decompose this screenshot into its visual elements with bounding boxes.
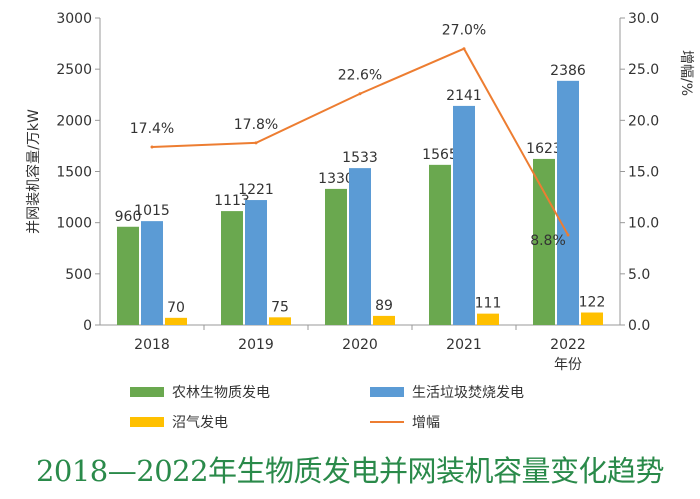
bar-value-label: 1330 (318, 171, 354, 187)
bar (557, 80, 579, 325)
legend-label: 沼气发电 (172, 415, 228, 431)
growth-value-label: 27.0% (442, 23, 486, 39)
growth-point (358, 92, 362, 96)
right-tick-label: 25.0 (628, 62, 659, 78)
bar-value-label: 2141 (446, 88, 482, 104)
bar (429, 164, 451, 325)
figure-caption: 2018—2022年生物质发电并网装机容量变化趋势 (35, 454, 665, 488)
bar (165, 317, 187, 325)
x-tick-label: 2018 (134, 337, 170, 353)
bar (221, 211, 243, 325)
legend-swatch (370, 387, 404, 397)
bar (349, 168, 371, 325)
right-tick-label: 5.0 (628, 267, 650, 283)
left-tick-label: 2500 (56, 62, 92, 78)
legend-swatch (130, 387, 164, 397)
growth-point (150, 145, 154, 149)
left-tick-label: 2000 (56, 113, 92, 129)
x-tick-label: 2022 (550, 337, 586, 353)
bar-value-label: 122 (579, 295, 606, 311)
bar (373, 315, 395, 325)
y-axis-title-left: 并网装机容量/万kW (25, 109, 42, 234)
bar-value-label: 2386 (550, 63, 586, 79)
bar (477, 313, 499, 325)
bar (245, 200, 267, 325)
bar-value-label: 1015 (134, 203, 170, 219)
x-tick-label: 2021 (446, 337, 482, 353)
x-unit-label: 年份 (554, 357, 582, 373)
bar-value-label: 1565 (422, 147, 458, 163)
bar (453, 105, 475, 326)
bar-value-label: 89 (375, 298, 393, 314)
bar-value-label: 1623 (526, 141, 562, 157)
legend-label: 增幅 (412, 415, 440, 431)
left-tick-label: 500 (65, 267, 92, 283)
bar-value-label: 1221 (238, 182, 274, 198)
growth-value-label: 22.6% (338, 68, 382, 84)
legend-label: 生活垃圾焚烧发电 (412, 385, 524, 401)
right-tick-label: 15.0 (628, 165, 659, 181)
growth-point (254, 141, 258, 145)
left-tick-label: 1000 (56, 216, 92, 232)
bar-value-label: 111 (475, 296, 502, 312)
bar-value-label: 1533 (342, 150, 378, 166)
x-tick-label: 2019 (238, 337, 274, 353)
growth-value-label: 17.8% (234, 117, 278, 133)
bar (581, 312, 603, 325)
bar-value-label: 1113 (214, 193, 250, 209)
bar-value-label: 960 (115, 209, 142, 225)
left-tick-label: 3000 (56, 11, 92, 27)
bar (325, 188, 347, 325)
right-tick-label: 10.0 (628, 216, 659, 232)
bar (269, 317, 291, 325)
bar (117, 226, 139, 325)
right-tick-label: 20.0 (628, 113, 659, 129)
legend-label: 农林生物质发电 (172, 385, 270, 401)
left-tick-label: 0 (83, 318, 92, 334)
y-axis-title-right: 增幅/% (678, 50, 694, 96)
chart-svg: 0 500 1000 1500 2000 2500 3000 0.0 5.0 10.0 15.0 20… (25, 11, 694, 431)
x-tick-label: 2020 (342, 337, 378, 353)
right-tick-label: 30.0 (628, 11, 659, 27)
right-tick-label: 0.0 (628, 318, 650, 334)
left-tick-label: 1500 (56, 165, 92, 181)
bar (141, 221, 163, 325)
growth-point (462, 47, 466, 51)
growth-value-label: 8.8% (530, 233, 566, 249)
bar-value-label: 70 (167, 300, 185, 316)
growth-value-label: 17.4% (130, 121, 174, 137)
bar-value-label: 75 (271, 299, 289, 315)
legend-swatch (130, 417, 164, 427)
growth-point (566, 233, 570, 237)
